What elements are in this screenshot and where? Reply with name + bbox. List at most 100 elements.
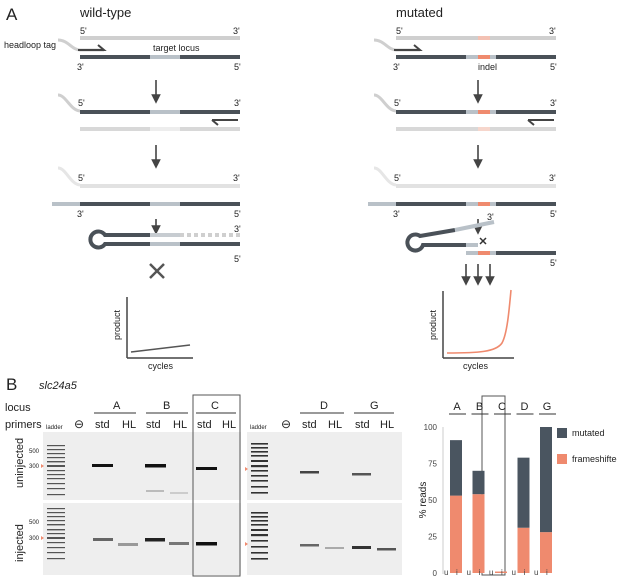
locus-a-label: A bbox=[113, 400, 121, 412]
mutated-step-4: 3' 5' bbox=[405, 212, 557, 268]
chart-ylabel: % reads bbox=[418, 482, 429, 519]
left-gel-headers: A B C ⊖ std HL std HL std HL ladder bbox=[46, 400, 236, 431]
locus-c-highlight-box bbox=[192, 394, 241, 577]
svg-text:3': 3' bbox=[234, 98, 241, 108]
svg-text:std: std bbox=[197, 419, 212, 431]
svg-text:3': 3' bbox=[550, 98, 557, 108]
no-product-x-icon bbox=[149, 263, 165, 279]
headloop-tag-label: headloop tag bbox=[4, 40, 56, 50]
svg-text:ladder: ladder bbox=[250, 425, 267, 431]
svg-text:5': 5' bbox=[234, 209, 241, 219]
row-primers: primers bbox=[5, 419, 42, 431]
svg-text:3': 3' bbox=[77, 62, 84, 72]
target-locus-label: target locus bbox=[153, 43, 200, 53]
mismatch-x-icon bbox=[479, 237, 487, 245]
svg-text:5': 5' bbox=[80, 26, 87, 36]
locus-b-label: B bbox=[163, 400, 170, 412]
wildtype-title: wild-type bbox=[79, 5, 131, 20]
bar-frameshifted-A bbox=[450, 495, 462, 573]
left-gel-injected bbox=[43, 503, 241, 575]
svg-text:5': 5' bbox=[394, 98, 401, 108]
category-label-A: A bbox=[453, 401, 461, 413]
svg-text:3': 3' bbox=[549, 173, 556, 183]
bar-mutated-A bbox=[450, 440, 462, 496]
svg-text:5': 5' bbox=[234, 254, 241, 264]
category-label-C: C bbox=[498, 401, 506, 413]
panel-b-label: B bbox=[6, 375, 17, 394]
y-tick-label: 100 bbox=[424, 423, 438, 432]
bar-frameshifted-D bbox=[517, 527, 530, 573]
bar-mutated-B bbox=[472, 470, 485, 495]
sub-label: i bbox=[501, 568, 503, 577]
locus-g-label: G bbox=[370, 400, 379, 412]
svg-text:std: std bbox=[355, 419, 370, 431]
left-gel-uninjected bbox=[43, 432, 241, 500]
sub-label: i bbox=[524, 568, 526, 577]
ladder-300-upper: 300 bbox=[29, 464, 40, 470]
right-gel-headers: D G ⊖ std HL std HL ladder bbox=[250, 400, 394, 431]
indel-label: indel bbox=[478, 62, 497, 72]
panel-a-label: A bbox=[6, 5, 18, 24]
legend-swatch-frameshifted bbox=[557, 454, 567, 464]
chart-highlight-box bbox=[481, 395, 506, 576]
svg-text:HL: HL bbox=[222, 419, 236, 431]
y-tick-label: 50 bbox=[428, 496, 437, 505]
right-gel-uninjected bbox=[247, 432, 402, 500]
wildtype-step-1: 5' 3' headloop tag target locus 3' 5' bbox=[4, 26, 241, 72]
legend-label-frameshifted: frameshifted bbox=[572, 454, 617, 464]
legend-swatch-mutated bbox=[557, 428, 567, 438]
gene-name: slc24a5 bbox=[39, 380, 78, 392]
svg-text:3': 3' bbox=[393, 209, 400, 219]
svg-text:5': 5' bbox=[396, 26, 403, 36]
chart-legend: mutated frameshifted bbox=[557, 428, 617, 464]
y-tick-label: 0 bbox=[433, 569, 438, 578]
wildtype-step-3: 5' 3' 3' 5' bbox=[52, 166, 241, 219]
ladder-500-upper: 500 bbox=[29, 449, 40, 455]
svg-text:product: product bbox=[428, 309, 438, 340]
ladder-500-lower: 500 bbox=[29, 520, 40, 526]
row-uninjected: uninjected bbox=[14, 438, 26, 488]
bar-frameshifted-G bbox=[540, 532, 552, 573]
y-tick-label: 75 bbox=[428, 460, 437, 469]
locus-c-label: C bbox=[211, 400, 219, 412]
sub-label: i bbox=[546, 568, 548, 577]
sub-label: u bbox=[512, 568, 516, 577]
row-locus: locus bbox=[5, 402, 31, 414]
ladder-label: ladder bbox=[46, 425, 63, 431]
legend-label-mutated: mutated bbox=[572, 428, 605, 438]
svg-text:⊖: ⊖ bbox=[281, 417, 291, 431]
mutated-step-2: 5' 3' bbox=[373, 93, 557, 131]
bar-mutated-D bbox=[517, 457, 530, 528]
svg-text:HL: HL bbox=[328, 419, 342, 431]
amplification-arrows bbox=[461, 264, 495, 286]
right-gel-injected bbox=[247, 503, 402, 575]
sub-label: u bbox=[489, 568, 493, 577]
svg-text:std: std bbox=[146, 419, 161, 431]
sub-label: i bbox=[479, 568, 481, 577]
bar-frameshifted-C bbox=[495, 571, 507, 573]
svg-text:5': 5' bbox=[78, 173, 85, 183]
svg-text:5': 5' bbox=[550, 258, 557, 268]
svg-text:HL: HL bbox=[173, 419, 187, 431]
mutated-amplification-plot: product cycles bbox=[428, 289, 514, 371]
sub-label: u bbox=[467, 568, 471, 577]
svg-text:HL: HL bbox=[122, 419, 136, 431]
svg-text:3': 3' bbox=[393, 62, 400, 72]
svg-text:5': 5' bbox=[234, 62, 241, 72]
sub-label: i bbox=[456, 568, 458, 577]
mutated-step-1: 5' 3' indel 3' 5' bbox=[373, 26, 557, 72]
category-label-B: B bbox=[476, 401, 483, 413]
plot-ylabel: product bbox=[112, 309, 122, 340]
wildtype-step-2: 5' 3' bbox=[57, 93, 241, 131]
ladder-300-lower: 300 bbox=[29, 536, 40, 542]
svg-text:3': 3' bbox=[77, 209, 84, 219]
row-injected: injected bbox=[14, 524, 26, 562]
svg-text:3': 3' bbox=[487, 212, 494, 222]
svg-text:3': 3' bbox=[549, 26, 556, 36]
svg-text:3': 3' bbox=[233, 173, 240, 183]
category-label-G: G bbox=[543, 401, 552, 413]
bar-mutated-G bbox=[540, 427, 552, 533]
bar-frameshifted-B bbox=[472, 494, 485, 573]
